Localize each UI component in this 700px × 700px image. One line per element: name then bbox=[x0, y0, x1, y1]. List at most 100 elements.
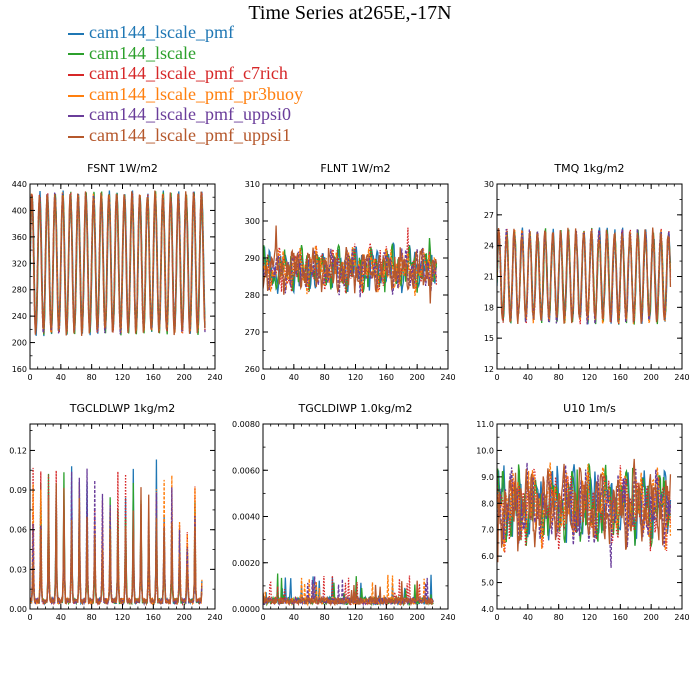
y-tick-label: 4.0 bbox=[481, 605, 494, 614]
x-tick-label: 0 bbox=[260, 613, 265, 622]
legend-swatch bbox=[68, 53, 84, 56]
y-tick-label: 240 bbox=[12, 312, 27, 321]
legend-item: cam144_lscale_pmf_c7rich bbox=[68, 63, 303, 84]
x-tick-label: 200 bbox=[644, 373, 659, 382]
x-tick-label: 40 bbox=[289, 613, 299, 622]
x-tick-label: 0 bbox=[494, 373, 499, 382]
y-tick-label: 18 bbox=[484, 303, 494, 312]
legend-swatch bbox=[68, 74, 84, 77]
y-tick-label: 0.03 bbox=[9, 565, 27, 574]
x-tick-label: 160 bbox=[146, 373, 161, 382]
x-tick-label: 240 bbox=[674, 373, 689, 382]
legend-swatch bbox=[68, 135, 84, 138]
y-tick-label: 200 bbox=[12, 339, 27, 348]
x-tick-label: 120 bbox=[115, 373, 130, 382]
chart-panel: TGCLDLWP 1kg/m2 0.00 0.03 0.06 0.09 0.12 0 40 80… bbox=[9, 402, 222, 622]
x-tick-label: 240 bbox=[440, 613, 455, 622]
x-tick-label: 40 bbox=[523, 373, 533, 382]
y-tick-label: 0.12 bbox=[9, 446, 27, 455]
chart-panel: TMQ 1kg/m2 12 15 18 21 24 27 30 0 40 80 120 160 200 24… bbox=[484, 162, 690, 382]
x-tick-label: 40 bbox=[289, 373, 299, 382]
x-tick-label: 40 bbox=[56, 373, 66, 382]
y-tick-label: 12 bbox=[484, 365, 494, 374]
y-tick-label: 15 bbox=[484, 334, 494, 343]
x-tick-label: 80 bbox=[87, 613, 97, 622]
series-group bbox=[30, 190, 206, 337]
series-line bbox=[263, 227, 438, 294]
x-tick-label: 120 bbox=[115, 613, 130, 622]
legend-item: cam144_lscale_pmf bbox=[68, 22, 303, 43]
x-tick-label: 120 bbox=[348, 613, 363, 622]
y-tick-label: 290 bbox=[245, 254, 260, 263]
x-tick-label: 0 bbox=[494, 613, 499, 622]
series-group bbox=[30, 459, 203, 607]
x-tick-label: 200 bbox=[410, 373, 425, 382]
y-tick-label: 21 bbox=[484, 273, 494, 282]
series-line bbox=[30, 190, 206, 336]
x-tick-label: 240 bbox=[674, 613, 689, 622]
legend-swatch bbox=[68, 94, 84, 97]
panel-title: U10 1m/s bbox=[563, 402, 616, 415]
x-tick-label: 160 bbox=[613, 613, 628, 622]
y-tick-label: 6.0 bbox=[481, 552, 494, 561]
series-line bbox=[497, 227, 672, 325]
x-tick-label: 160 bbox=[613, 373, 628, 382]
y-tick-label: 27 bbox=[484, 211, 494, 220]
y-tick-label: 400 bbox=[12, 206, 27, 215]
x-tick-label: 80 bbox=[87, 373, 97, 382]
y-tick-label: 0.0000 bbox=[232, 605, 260, 614]
chart-panel: FSNT 1W/m2 160 200 240 280 320 360 400 440 0 40 80 1… bbox=[12, 162, 223, 382]
x-tick-label: 240 bbox=[440, 373, 455, 382]
x-tick-label: 80 bbox=[320, 613, 330, 622]
panel-title: TMQ 1kg/m2 bbox=[553, 162, 624, 175]
x-tick-label: 80 bbox=[320, 373, 330, 382]
x-tick-label: 0 bbox=[27, 613, 32, 622]
y-tick-label: 11.0 bbox=[476, 420, 494, 429]
y-tick-label: 310 bbox=[245, 180, 260, 189]
legend-swatch bbox=[68, 115, 84, 118]
y-tick-label: 30 bbox=[484, 180, 494, 189]
legend-swatch bbox=[68, 32, 84, 35]
series-group bbox=[263, 225, 438, 304]
series-line bbox=[263, 247, 438, 298]
x-tick-label: 40 bbox=[523, 613, 533, 622]
y-tick-label: 10.0 bbox=[476, 446, 494, 455]
chart-panel: U10 1m/s 4.0 5.0 6.0 7.0 8.0 9.0 10.0 11.0 0 40 80 1… bbox=[476, 402, 689, 622]
x-tick-label: 200 bbox=[410, 613, 425, 622]
chart-title: Time Series at265E,-17N bbox=[248, 2, 452, 24]
x-tick-label: 80 bbox=[554, 373, 564, 382]
chart-panel: FLNT 1W/m2 260 270 280 290 300 310 0 40 80 120 160 2… bbox=[245, 162, 456, 382]
legend-item: cam144_lscale_pmf_pr3buoy bbox=[68, 84, 303, 105]
x-tick-label: 160 bbox=[379, 613, 394, 622]
y-tick-label: 280 bbox=[245, 291, 260, 300]
y-tick-label: 280 bbox=[12, 286, 27, 295]
series-group bbox=[263, 573, 434, 607]
y-tick-label: 320 bbox=[12, 259, 27, 268]
series-group bbox=[497, 227, 672, 325]
legend: cam144_lscale_pmf cam144_lscale cam144_l… bbox=[68, 22, 303, 146]
y-tick-label: 160 bbox=[12, 365, 27, 374]
y-tick-label: 5.0 bbox=[481, 579, 494, 588]
x-tick-label: 240 bbox=[207, 373, 222, 382]
x-tick-label: 240 bbox=[207, 613, 222, 622]
y-tick-label: 9.0 bbox=[481, 473, 494, 482]
x-tick-label: 200 bbox=[177, 373, 192, 382]
panel-title: TGCLDLWP 1kg/m2 bbox=[69, 402, 175, 415]
x-tick-label: 0 bbox=[260, 373, 265, 382]
x-tick-label: 0 bbox=[27, 373, 32, 382]
x-tick-label: 200 bbox=[644, 613, 659, 622]
series-line bbox=[263, 580, 434, 607]
y-tick-label: 0.0040 bbox=[232, 513, 260, 522]
y-tick-label: 0.0060 bbox=[232, 466, 260, 475]
legend-label: cam144_lscale_pmf_c7rich bbox=[89, 63, 288, 84]
panel-title: FSNT 1W/m2 bbox=[87, 162, 158, 175]
x-tick-label: 160 bbox=[146, 613, 161, 622]
y-tick-label: 260 bbox=[245, 365, 260, 374]
x-tick-label: 160 bbox=[379, 373, 394, 382]
y-tick-label: 8.0 bbox=[481, 499, 494, 508]
legend-label: cam144_lscale_pmf_pr3buoy bbox=[89, 83, 303, 104]
x-tick-label: 120 bbox=[582, 373, 597, 382]
chart-panel: TGCLDIWP 1.0kg/m2 0.0000 0.0020 0.0040 0.006… bbox=[232, 402, 456, 622]
legend-label: cam144_lscale_pmf_uppsi1 bbox=[89, 124, 291, 145]
